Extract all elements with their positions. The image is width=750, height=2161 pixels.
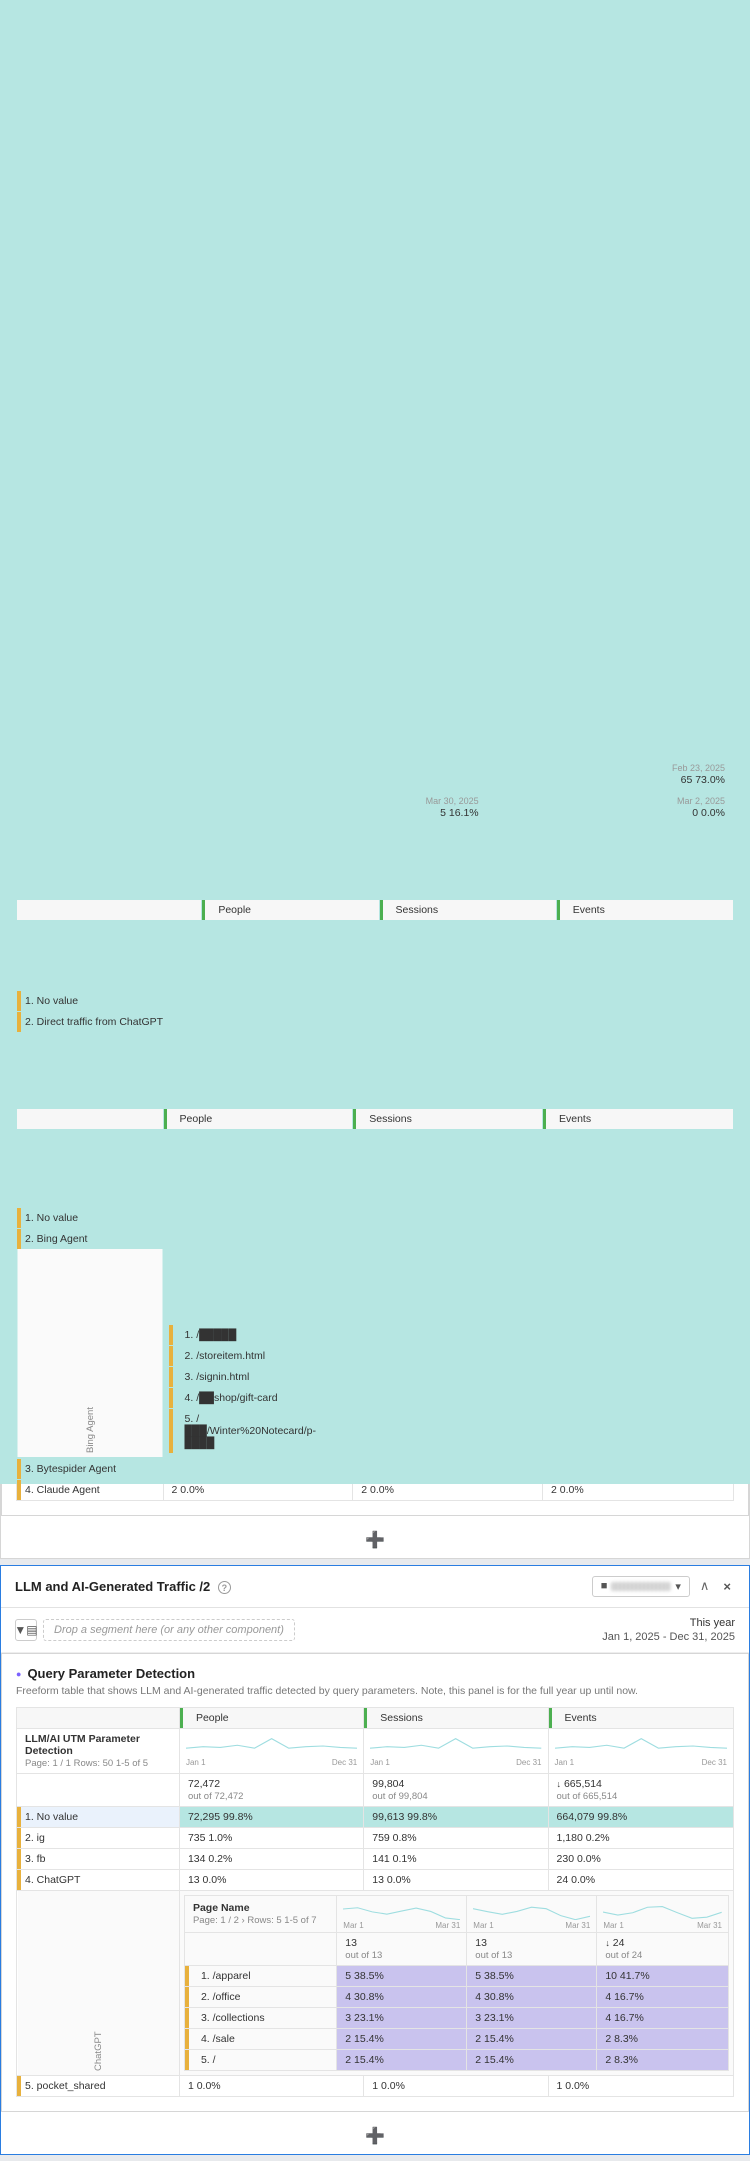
table-row[interactable]: 5. pocket_shared 1 0.0% 1 0.0% 1 0.0%: [17, 2076, 734, 2097]
query-rows-body: 1. No value 72,295 99.8% 99,613 99.8% 66…: [17, 1807, 734, 2097]
table-row[interactable]: 4. ChatGPT 13 0.0% 13 0.0% 24 0.0%: [17, 1870, 734, 1891]
segment-placeholder-2[interactable]: Drop a segment here (or any other compon…: [43, 1619, 295, 1641]
nested-side-label: ChatGPT: [17, 1891, 180, 2076]
nested-table[interactable]: Page NamePage: 1 / 2 › Rows: 5 1-5 of 7 …: [184, 1895, 729, 2071]
table-row[interactable]: 3. /collections 3 23.1% 3 23.1% 4 16.7%: [184, 2008, 728, 2029]
collapse-chevron-2[interactable]: ∧: [696, 1576, 714, 1596]
account-icon-2: ■: [601, 1580, 608, 1592]
panel-2-segment-row: ▼▤ Drop a segment here (or any other com…: [1, 1608, 749, 1654]
query-section: ● Query Parameter Detection Freeform tab…: [1, 1653, 749, 2112]
table-row[interactable]: 4. /sale 2 15.4% 2 15.4% 2 8.3%: [184, 2029, 728, 2050]
overview-table[interactable]: Sessions Sessions Week Page: 1 / 1 Rows:…: [16, 534, 734, 824]
overview-section: ● LLM and AI-generated traffic overview …: [1, 480, 749, 839]
table-row[interactable]: 2. /office 4 30.8% 4 30.8% 4 16.7%: [184, 1987, 728, 2008]
add-component-icon-1[interactable]: ➕: [1, 1522, 749, 1558]
panel-2-title: LLM and AI-Generated Traffic /2 ?: [15, 1579, 231, 1594]
table-row[interactable]: 3. fb 134 0.2% 141 0.1% 230 0.0%: [17, 1849, 734, 1870]
panel-2-header: LLM and AI-Generated Traffic /2 ? ■ ▾ ∧ …: [1, 1566, 749, 1608]
account-selector-2[interactable]: ■ ▾: [592, 1576, 690, 1597]
date-range-2[interactable]: This year Jan 1, 2025 - Dec 31, 2025: [602, 1616, 735, 1645]
help-icon-2[interactable]: ?: [218, 1581, 231, 1594]
panel-1: LLM and AI-Generated Traffic /1 ? ■ ▾ ∧ …: [0, 0, 750, 1559]
filter-icon-2[interactable]: ▼▤: [15, 1619, 37, 1641]
account-label-blur-2: [611, 1582, 671, 1591]
chevron-down-icon-2: ▾: [675, 1580, 681, 1593]
query-dot-icon: ●: [16, 1669, 21, 1679]
table-row[interactable]: 5. / 2 15.4% 2 15.4% 2 8.3%: [184, 2050, 728, 2071]
panel-2: LLM and AI-Generated Traffic /2 ? ■ ▾ ∧ …: [0, 1565, 750, 2156]
query-table[interactable]: People Sessions Events LLM/AI UTM Parame…: [16, 1707, 734, 2097]
nested-side-label: Bing Agent: [17, 1249, 164, 1458]
add-component-icon-2[interactable]: ➕: [1, 2118, 749, 2154]
table-row[interactable]: 2. ig 735 1.0% 759 0.8% 1,180 0.2%: [17, 1828, 734, 1849]
table-row[interactable]: 1. No value 72,295 99.8% 99,613 99.8% 66…: [17, 1807, 734, 1828]
table-row[interactable]: 1. /apparel 5 38.5% 5 38.5% 10 41.7%: [184, 1966, 728, 1987]
close-panel-icon-2[interactable]: ×: [719, 1577, 735, 1596]
dashboard-root: { "panel1": { "title": "LLM and AI-Gener…: [0, 0, 750, 2155]
